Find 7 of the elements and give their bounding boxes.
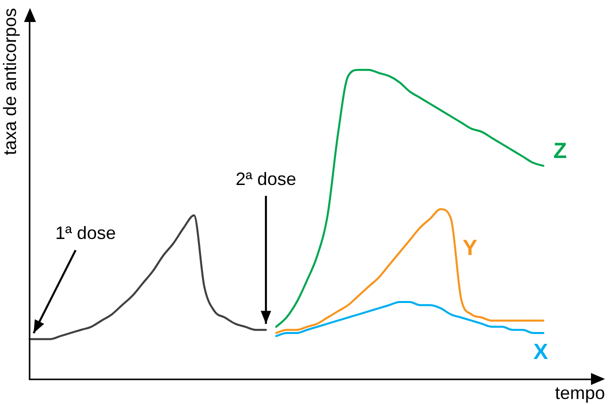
series-label: Z [553,138,567,163]
series-label: Y [462,235,478,260]
x-axis-title: tempo [554,383,605,404]
series-label: X [533,339,548,364]
annotation: 2ª dose [236,168,296,189]
annotation: 1ª dose [55,223,116,244]
y-axis-title: taxa de anticorpos [0,8,20,156]
